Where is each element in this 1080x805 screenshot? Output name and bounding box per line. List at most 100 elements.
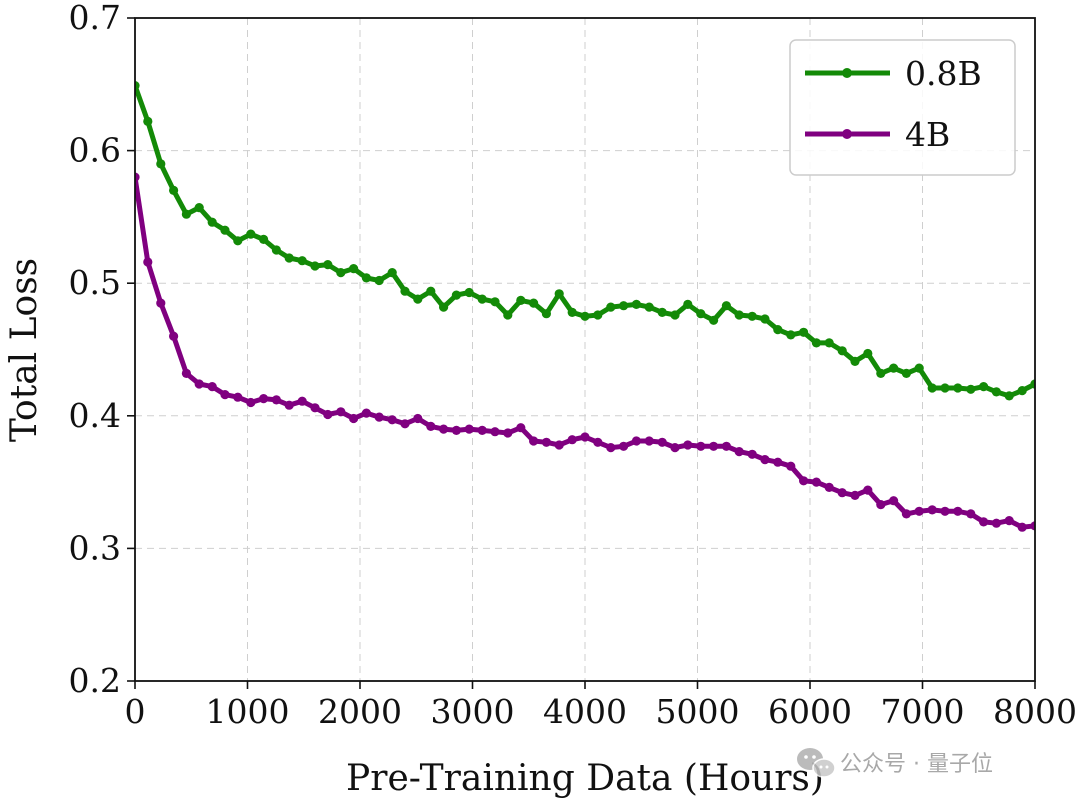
data-point-4b — [310, 403, 320, 413]
data-point-08b — [940, 383, 950, 393]
data-point-08b — [914, 363, 924, 373]
data-point-4b — [529, 436, 539, 446]
watermark: 公众号 · 量子位 — [797, 748, 993, 778]
series-08b — [135, 81, 1035, 401]
data-point-4b — [516, 423, 526, 433]
x-tick-label: 0 — [125, 692, 146, 731]
data-point-4b — [400, 419, 410, 429]
series-layer — [135, 81, 1035, 532]
data-point-4b — [156, 298, 166, 308]
y-axis-label: Total Loss — [4, 258, 45, 442]
data-point-4b — [683, 440, 693, 450]
data-point-08b — [721, 301, 732, 311]
y-tick-label: 0.7 — [69, 0, 121, 37]
data-point-4b — [233, 392, 243, 402]
data-point-08b — [696, 309, 706, 319]
data-point-08b — [490, 297, 500, 307]
data-point-08b — [464, 287, 474, 298]
data-point-4b — [863, 485, 873, 495]
data-point-08b — [889, 363, 899, 373]
data-point-4b — [271, 395, 281, 405]
data-point-4b — [889, 496, 899, 506]
x-tick-label: 1000 — [206, 692, 290, 731]
data-point-08b — [426, 286, 436, 296]
legend-label-0.8b: 0.8B — [905, 54, 982, 93]
data-point-4b — [773, 457, 783, 467]
data-point-4b — [464, 424, 474, 434]
data-point-4b — [1004, 516, 1014, 526]
data-point-08b — [541, 309, 552, 319]
data-point-4b — [799, 476, 809, 486]
data-point-4b — [387, 415, 397, 425]
y-tick-label: 0.6 — [69, 131, 121, 170]
data-point-08b — [156, 159, 166, 169]
data-point-4b — [541, 437, 552, 447]
data-point-4b — [374, 412, 384, 422]
data-point-4b — [734, 447, 744, 457]
data-point-4b — [837, 488, 847, 498]
data-point-08b — [516, 295, 526, 305]
x-tick-label: 2000 — [318, 692, 402, 731]
data-point-4b — [644, 436, 654, 446]
legend-marker-0.8b — [842, 68, 852, 78]
data-point-08b — [233, 236, 243, 246]
data-point-08b — [400, 286, 410, 296]
data-point-4b — [246, 397, 256, 408]
data-point-4b — [824, 482, 834, 492]
data-point-4b — [220, 390, 230, 400]
data-point-4b — [721, 441, 732, 451]
data-point-4b — [606, 443, 616, 453]
data-point-4b — [619, 441, 629, 451]
data-point-08b — [194, 203, 204, 213]
data-point-4b — [811, 477, 822, 487]
data-point-4b — [760, 455, 770, 465]
data-point-08b — [966, 384, 976, 394]
data-point-4b — [979, 517, 989, 527]
data-point-08b — [580, 311, 590, 321]
data-point-4b — [477, 425, 487, 435]
data-point-4b — [747, 449, 757, 459]
data-point-4b — [657, 437, 667, 447]
data-point-08b — [413, 294, 423, 304]
data-point-4b — [631, 436, 642, 446]
data-point-08b — [207, 217, 217, 227]
data-point-08b — [439, 302, 449, 312]
data-point-08b — [760, 314, 770, 324]
data-point-4b — [709, 441, 719, 451]
data-point-08b — [734, 310, 744, 320]
data-point-08b — [503, 310, 513, 320]
x-tick-label: 5000 — [656, 692, 740, 731]
data-point-4b — [207, 382, 217, 392]
x-axis-label: Pre-Training Data (Hours) — [346, 758, 824, 799]
data-point-08b — [361, 273, 371, 283]
data-point-08b — [169, 185, 179, 195]
data-point-08b — [631, 299, 642, 309]
data-point-08b — [683, 299, 693, 309]
data-point-08b — [927, 383, 937, 393]
x-tick-label: 3000 — [431, 692, 515, 731]
data-point-08b — [477, 294, 487, 304]
data-point-08b — [991, 387, 1002, 397]
data-point-08b — [876, 368, 886, 378]
data-point-4b — [991, 518, 1002, 528]
data-point-08b — [220, 225, 230, 235]
legend: 0.8B 4B — [789, 39, 1016, 176]
data-point-4b — [670, 443, 680, 453]
data-point-4b — [413, 413, 423, 424]
data-point-4b — [593, 437, 603, 447]
x-tick-label: 4000 — [543, 692, 627, 731]
data-point-4b — [966, 509, 976, 519]
data-point-08b — [181, 209, 191, 219]
data-point-08b — [323, 260, 333, 270]
legend-label-4b: 4B — [905, 115, 950, 154]
data-point-08b — [657, 307, 667, 317]
data-point-08b — [451, 290, 461, 300]
data-point-08b — [824, 338, 834, 348]
data-point-4b — [284, 400, 294, 410]
data-point-08b — [979, 382, 989, 392]
data-point-4b — [567, 435, 577, 445]
data-point-08b — [709, 315, 719, 325]
data-point-4b — [439, 424, 449, 434]
data-point-08b — [850, 356, 860, 366]
